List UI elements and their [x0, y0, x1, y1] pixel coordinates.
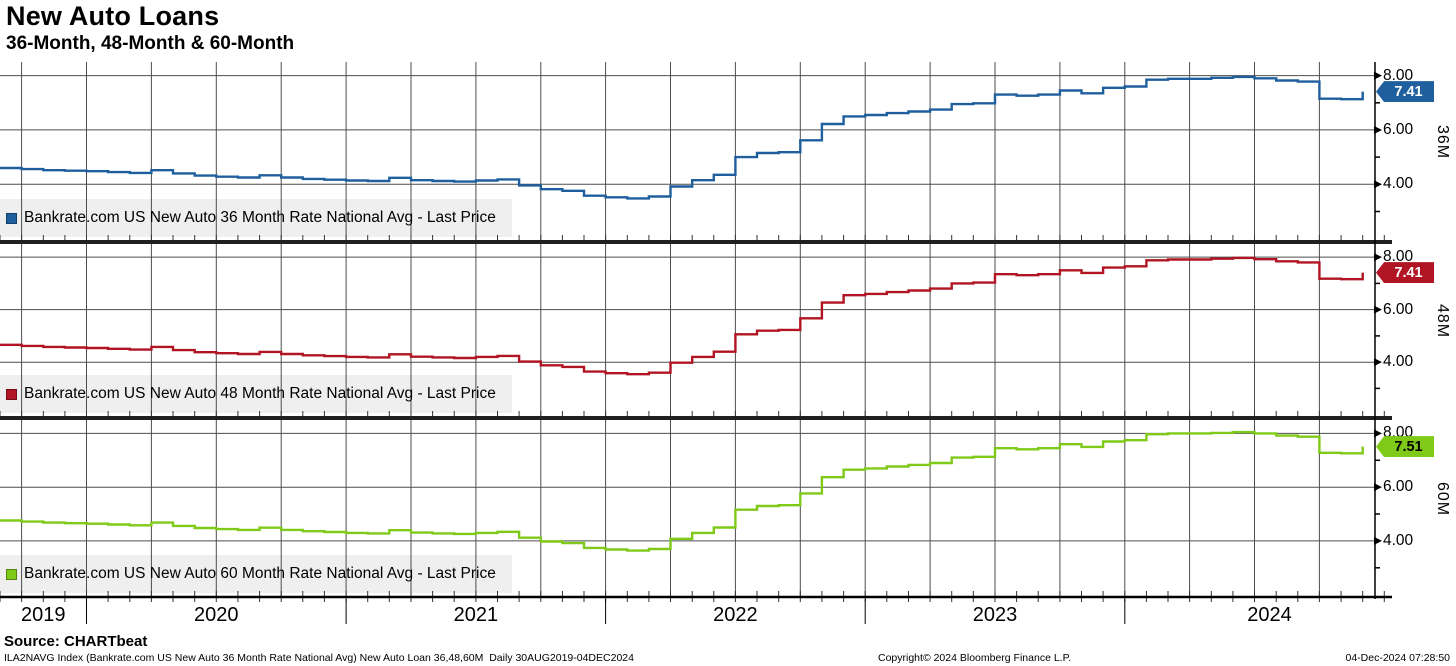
chart-subtitle: 36-Month, 48-Month & 60-Month [6, 33, 295, 54]
x-year-label-2021: 2021 [453, 604, 499, 626]
y-tick-label-48m: 6.00 [1383, 300, 1414, 318]
legend-marker-48m [6, 388, 17, 400]
source-label: Source: CHARTbeat [4, 633, 148, 650]
legend-36m: Bankrate.com US New Auto 36 Month Rate N… [6, 201, 496, 235]
legend-label-48m: Bankrate.com US New Auto 48 Month Rate N… [24, 385, 496, 402]
y-tick-label-36m: 4.00 [1383, 175, 1414, 193]
y-tick-label-60m: 4.00 [1383, 531, 1414, 549]
series-line-48m [0, 256, 1364, 376]
panel-axis-label-36m: 36M [1434, 125, 1451, 160]
x-year-label-2022: 2022 [713, 604, 758, 626]
panel-axis-label-60m: 60M [1434, 482, 1451, 517]
y-tick-label-60m: 6.00 [1383, 478, 1414, 496]
x-year-label-2020: 2020 [194, 604, 239, 626]
panel-axis-label-48m: 48M [1434, 304, 1451, 339]
y-tick-label-36m: 8.00 [1383, 66, 1414, 84]
footer-datetime: 04-Dec-2024 07:28:50 [1345, 652, 1451, 664]
legend-label-60m: Bankrate.com US New Auto 60 Month Rate N… [24, 565, 496, 582]
legend-marker-60m [6, 568, 17, 580]
footer-copyright: Copyright© 2024 Bloomberg Finance L.P. [878, 652, 1072, 664]
series-line-60m [0, 430, 1364, 552]
y-tick-label-48m: 4.00 [1383, 353, 1414, 371]
y-tick-label-36m: 6.00 [1383, 120, 1414, 138]
footer-ticker-info: ILA2NAVG Index (Bankrate.com US New Auto… [4, 652, 634, 664]
y-tick-label-48m: 8.00 [1383, 248, 1414, 266]
x-year-label-2019: 2019 [21, 604, 66, 626]
x-year-label-2023: 2023 [972, 604, 1018, 626]
legend-48m: Bankrate.com US New Auto 48 Month Rate N… [6, 377, 496, 411]
legend-60m: Bankrate.com US New Auto 60 Month Rate N… [6, 557, 496, 591]
last-price-tag-48m: 7.41 [1376, 262, 1434, 284]
chart-title: New Auto Loans [6, 1, 220, 31]
legend-marker-36m [6, 212, 17, 224]
legend-label-36m: Bankrate.com US New Auto 36 Month Rate N… [24, 209, 496, 226]
series-line-36m [0, 75, 1364, 200]
last-price-tag-36m: 7.41 [1376, 81, 1434, 103]
last-price-tag-60m: 7.51 [1376, 436, 1434, 458]
x-year-label-2024: 2024 [1247, 604, 1292, 626]
